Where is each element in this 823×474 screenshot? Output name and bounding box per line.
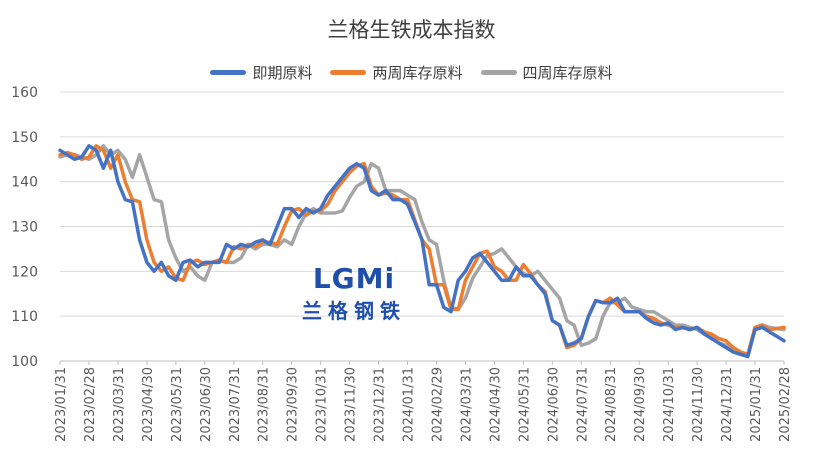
x-tick-label: 2023/01/31 <box>54 367 69 442</box>
x-tick-label: 2023/03/31 <box>112 367 127 442</box>
watermark-logo: LGMi 兰格钢铁 <box>302 262 406 324</box>
x-tick-label: 2025/01/31 <box>749 367 764 442</box>
x-tick-label: 2024/05/31 <box>517 367 532 442</box>
x-tick-label: 2023/06/30 <box>199 367 214 442</box>
y-tick-label: 100 <box>11 354 38 370</box>
y-tick-label: 130 <box>11 220 38 236</box>
x-tick-label: 2023/12/31 <box>373 367 388 442</box>
x-tick-label: 2024/02/29 <box>430 367 445 442</box>
x-tick-label: 2024/08/31 <box>604 367 619 442</box>
legend-swatch-four-week <box>480 70 517 75</box>
x-tick-label: 2024/09/30 <box>633 367 648 442</box>
legend-swatch-spot <box>210 70 247 75</box>
x-tick-label: 2025/02/28 <box>778 367 793 442</box>
chart-title: 兰格生铁成本指数 <box>327 18 496 42</box>
y-tick-label: 160 <box>11 85 38 101</box>
series-line-0 <box>58 144 786 359</box>
legend-label-spot: 即期原料 <box>252 64 313 82</box>
x-tick-label: 2023/04/30 <box>141 367 156 442</box>
watermark-logo-text: LGMi <box>312 262 396 295</box>
legend-item-two-week: 两周库存原料 <box>330 62 463 83</box>
y-tick-label: 140 <box>11 175 38 191</box>
x-tick-label: 2023/05/31 <box>170 367 185 442</box>
legend-label-two-week: 两周库存原料 <box>372 64 463 82</box>
x-tick-label: 2024/06/30 <box>546 367 561 442</box>
x-tick-label: 2023/11/30 <box>344 367 359 442</box>
chart-legend: 即期原料 两周库存原料 四周库存原料 <box>0 62 823 83</box>
y-tick-label: 150 <box>11 130 38 146</box>
x-tick-label: 2024/01/31 <box>402 367 417 442</box>
legend-label-four-week: 四周库存原料 <box>522 64 613 82</box>
legend-item-spot: 即期原料 <box>210 62 312 83</box>
x-tick-label: 2023/09/30 <box>286 367 301 442</box>
x-tick-label: 2024/07/31 <box>575 367 590 442</box>
x-tick-label: 2023/07/31 <box>228 367 243 442</box>
y-tick-label: 110 <box>11 309 38 325</box>
x-tick-label: 2023/02/28 <box>83 367 98 442</box>
x-tick-label: 2023/10/31 <box>315 367 330 442</box>
legend-swatch-two-week <box>330 70 367 75</box>
x-tick-label: 2024/11/30 <box>691 367 706 442</box>
x-tick-label: 2023/08/31 <box>257 367 272 442</box>
y-tick-label: 120 <box>11 264 38 280</box>
watermark-sub-text: 兰格钢铁 <box>302 299 406 323</box>
legend-item-four-week: 四周库存原料 <box>480 62 613 83</box>
x-tick-label: 2024/03/31 <box>459 367 474 442</box>
x-tick-label: 2024/10/31 <box>662 367 677 442</box>
x-tick-label: 2024/04/30 <box>488 367 503 442</box>
x-tick-label: 2024/12/31 <box>720 367 735 442</box>
series-line-2 <box>58 144 786 359</box>
